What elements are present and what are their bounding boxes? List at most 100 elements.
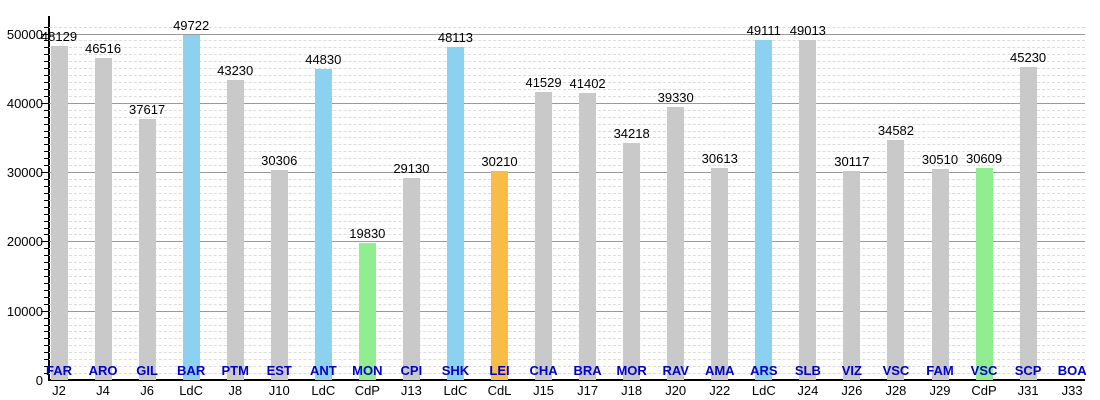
y-axis-tick xyxy=(44,26,48,28)
round-label: J20 xyxy=(665,383,687,398)
opponent-label: LEI xyxy=(489,363,510,378)
minor-gridline xyxy=(49,289,1085,291)
minor-gridline xyxy=(49,61,1085,63)
opponent-label: CHA xyxy=(529,363,558,378)
bar-value-label: 34582 xyxy=(877,123,915,139)
y-axis-tick xyxy=(44,192,48,194)
y-axis-tick-label: 20000 xyxy=(6,234,43,250)
bar-value-label: 46516 xyxy=(84,40,122,56)
opponent-label: FAM xyxy=(926,363,954,378)
minor-gridline xyxy=(49,373,1085,375)
y-axis-tick xyxy=(44,331,48,333)
minor-gridline xyxy=(49,199,1085,201)
bar-value-label: 49722 xyxy=(173,18,210,34)
minor-gridline xyxy=(49,54,1085,56)
bar-value-label: 41529 xyxy=(525,75,562,91)
bar-bra-j17 xyxy=(579,93,597,380)
opponent-label: BRA xyxy=(573,363,602,378)
bar-value-label: 29130 xyxy=(393,161,430,177)
opponent-label: MON xyxy=(352,363,383,378)
bar-ptm-j8 xyxy=(226,80,244,380)
minor-gridline xyxy=(49,109,1085,111)
y-axis-tick xyxy=(41,241,48,243)
round-label: CdP xyxy=(971,383,997,398)
bar-value-label: 48129 xyxy=(40,29,78,45)
y-axis-tick xyxy=(44,338,48,340)
opponent-label: MOR xyxy=(616,363,647,378)
opponent-label: EST xyxy=(266,363,292,378)
opponent-label: SHK xyxy=(441,363,470,378)
round-label: J18 xyxy=(621,383,643,398)
round-label: J17 xyxy=(577,383,599,398)
y-axis-tick xyxy=(44,324,48,326)
minor-gridline xyxy=(49,179,1085,181)
bar-slb-j24 xyxy=(799,40,817,380)
minor-gridline xyxy=(49,324,1085,326)
bar-value-label: 30210 xyxy=(481,153,518,169)
round-label: J31 xyxy=(1017,383,1039,398)
y-axis-tick xyxy=(41,102,48,104)
round-label: LdC xyxy=(179,383,204,398)
y-axis-tick xyxy=(44,40,48,42)
bar-far-j2 xyxy=(50,46,68,380)
y-axis-tick xyxy=(44,47,48,49)
minor-gridline xyxy=(49,185,1085,187)
bar-value-label: 49013 xyxy=(789,23,826,39)
bar-vsc-j28 xyxy=(887,140,905,380)
major-gridline xyxy=(49,241,1085,243)
bar-value-label: 44830 xyxy=(305,52,342,68)
opponent-label: VIZ xyxy=(841,363,862,378)
y-axis-tick xyxy=(44,206,48,208)
y-axis-tick xyxy=(44,269,48,271)
minor-gridline xyxy=(49,26,1085,28)
round-label: J10 xyxy=(268,383,290,398)
minor-gridline xyxy=(49,227,1085,229)
bar-fam-j29 xyxy=(931,168,949,380)
y-axis-tick xyxy=(44,144,48,146)
round-label: CdL xyxy=(487,383,512,398)
round-label: J2 xyxy=(52,383,66,398)
opponent-label: BOA xyxy=(1057,363,1087,378)
y-axis-tick xyxy=(44,75,48,77)
round-label: J13 xyxy=(400,383,422,398)
opponent-label: ANT xyxy=(309,363,337,378)
bar-value-label: 37617 xyxy=(129,102,166,118)
y-axis-tick xyxy=(44,220,48,222)
y-axis-tick xyxy=(44,255,48,257)
bar-gil-j6 xyxy=(138,119,156,380)
opponent-label: PTM xyxy=(221,363,249,378)
minor-gridline xyxy=(49,352,1085,354)
plot-area: 48129 FAR 46516 ARO 37617 GIL 49722 BAR 43230 PTM… xyxy=(41,18,1087,380)
bar-vsc-cdp xyxy=(975,167,993,380)
y-axis-tick-label: 50000 xyxy=(6,26,43,42)
round-label: J8 xyxy=(228,383,243,398)
bar-cpi-j13 xyxy=(402,178,420,380)
y-axis-tick xyxy=(44,158,48,160)
y-axis-tick xyxy=(44,165,48,167)
bar-bar-ldc xyxy=(182,35,200,380)
minor-gridline xyxy=(49,303,1085,305)
minor-gridline xyxy=(49,47,1085,49)
y-axis-tick xyxy=(41,172,48,174)
minor-gridline xyxy=(49,151,1085,153)
bar-ant-ldc xyxy=(314,69,332,380)
bar-value-label: 49111 xyxy=(746,22,781,38)
y-axis-tick xyxy=(44,179,48,181)
y-axis-tick-label: 0 xyxy=(35,373,43,388)
round-label: J28 xyxy=(885,383,907,398)
bar-rav-j20 xyxy=(667,107,685,380)
minor-gridline xyxy=(49,338,1085,340)
y-axis-tick xyxy=(44,373,48,375)
bar-scp-j31 xyxy=(1019,66,1037,380)
y-axis-tick xyxy=(44,359,48,361)
bar-value-label: 30613 xyxy=(701,150,738,166)
minor-gridline xyxy=(49,255,1085,257)
y-axis-tick xyxy=(44,289,48,291)
y-axis-tick xyxy=(44,54,48,56)
minor-gridline xyxy=(49,116,1085,118)
minor-gridline xyxy=(49,331,1085,333)
round-label: J22 xyxy=(709,383,731,398)
round-label: J26 xyxy=(841,383,863,398)
y-axis-tick-label: 40000 xyxy=(6,95,43,111)
